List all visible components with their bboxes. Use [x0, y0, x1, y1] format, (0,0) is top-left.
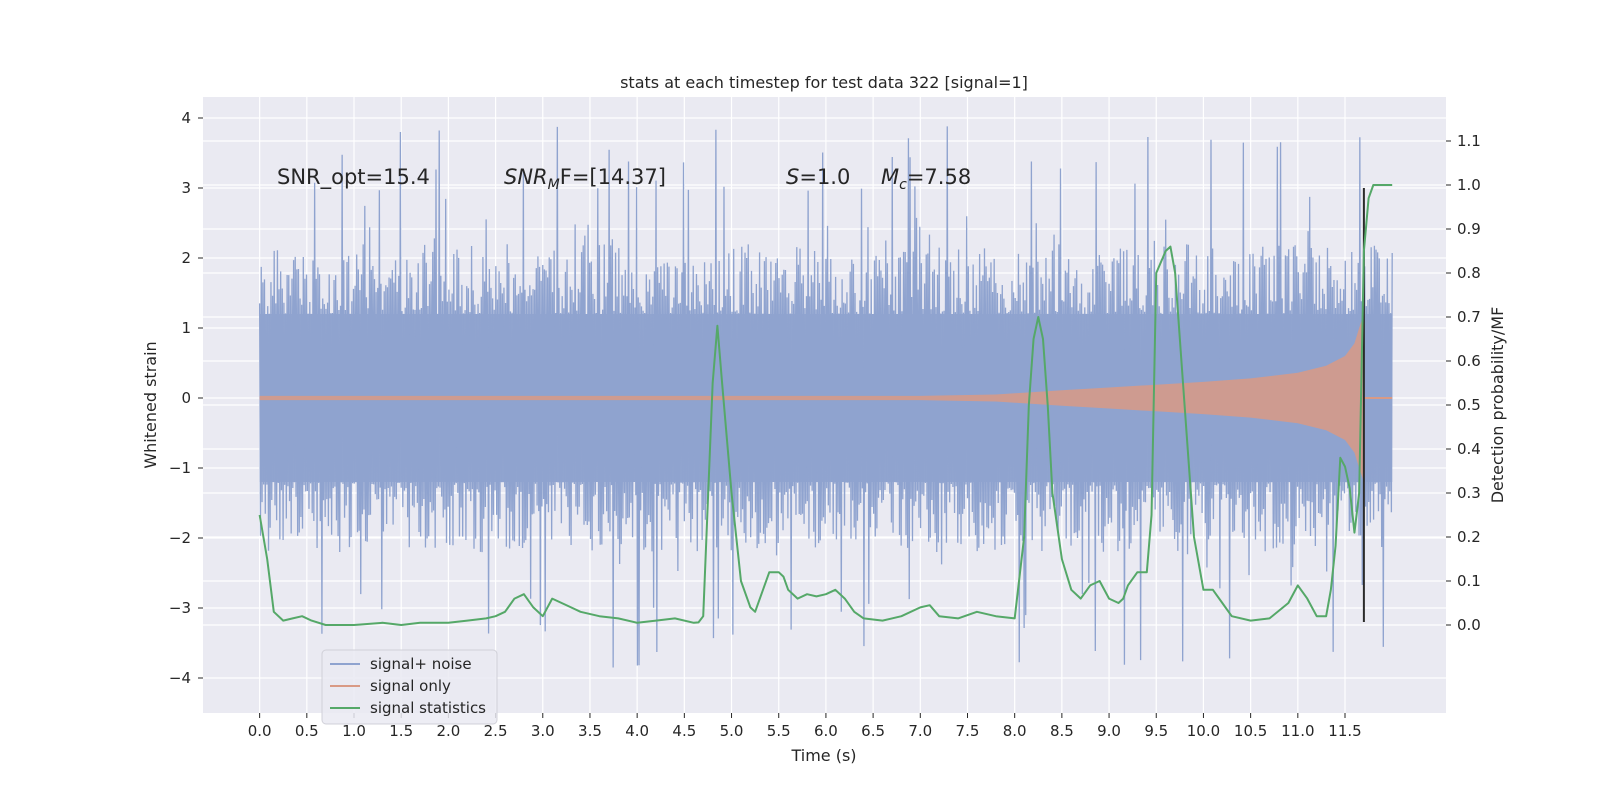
x-tick-label: 11.0 — [1281, 722, 1314, 740]
x-axis-label: Time (s) — [790, 746, 856, 765]
y-tick-label-left: −1 — [169, 459, 191, 477]
y-tick-label-right: 0.9 — [1457, 220, 1481, 238]
legend-label-signal-only: signal only — [370, 677, 451, 695]
x-tick-label: 5.0 — [720, 722, 744, 740]
x-tick-label: 2.0 — [436, 722, 460, 740]
series-signal-statistics — [258, 184, 1393, 626]
x-tick-label: 6.5 — [861, 722, 885, 740]
x-tick-label: 6.0 — [814, 722, 838, 740]
x-tick-label: 0.5 — [295, 722, 319, 740]
x-tick-label: 4.5 — [672, 722, 696, 740]
x-tick-label: 7.5 — [956, 722, 980, 740]
annotation-mc-sub: c — [899, 177, 907, 193]
y-axis-right: 0.0 0.1 0.2 0.3 0.4 0.5 0.6 0.7 0.8 0.9 1.0 1.1 — [1446, 132, 1481, 634]
x-tick-label: 4.0 — [625, 722, 649, 740]
plot-body — [258, 126, 1393, 668]
y-tick-label-left: −3 — [169, 599, 191, 617]
y-axis-left: −4 −3 −2 −1 0 1 2 3 4 — [169, 109, 203, 687]
annotation-mc-value: =7.58 — [907, 165, 971, 189]
annotation-snr-mf-sub: M — [548, 177, 560, 193]
y-tick-label-right: 0.5 — [1457, 396, 1481, 414]
y-tick-label-left: −2 — [169, 529, 191, 547]
y-tick-label-left: 0 — [181, 389, 191, 407]
annotation-snr-mf: SNRMF=[14.37] — [504, 165, 666, 193]
x-tick-label: 1.5 — [389, 722, 413, 740]
x-tick-label: 1.0 — [342, 722, 366, 740]
annotation-s-value: =1.0 — [799, 165, 850, 189]
y-tick-label-right: 0.4 — [1457, 440, 1481, 458]
x-tick-label: 10.0 — [1187, 722, 1220, 740]
y-tick-label-right: 0.3 — [1457, 484, 1481, 502]
annotation-s-symbol: S — [786, 165, 799, 189]
y-tick-label-left: 3 — [181, 179, 191, 197]
legend: signal+ noise signal only signal statist… — [321, 649, 498, 725]
y-tick-label-right: 0.0 — [1457, 616, 1481, 634]
y-tick-label-right: 0.8 — [1457, 264, 1481, 282]
x-tick-label: 8.0 — [1003, 722, 1027, 740]
y-tick-label-right: 0.7 — [1457, 308, 1481, 326]
series-signal-only — [259, 314, 1364, 482]
x-axis: 0.0 0.5 1.0 1.5 2.0 2.5 3.0 3.5 4.0 4.5 5.0 5.5 6.0 6… — [248, 713, 1362, 740]
x-tick-label: 3.0 — [531, 722, 555, 740]
series-signal-noise — [258, 126, 1393, 668]
y-tick-label-left: 4 — [181, 109, 191, 127]
y-tick-label-right: 0.2 — [1457, 528, 1481, 546]
y-tick-label-left: −4 — [169, 669, 191, 687]
annotation-s: S=1.0 — [786, 165, 850, 189]
x-tick-label: 10.5 — [1234, 722, 1267, 740]
y-tick-label-right: 0.1 — [1457, 572, 1481, 590]
y-tick-label-right: 1.1 — [1457, 132, 1481, 150]
x-tick-label: 2.5 — [484, 722, 508, 740]
annotation-snr-mf-main: SNR — [504, 165, 548, 189]
x-tick-label: 9.5 — [1144, 722, 1168, 740]
annotation-snr-opt: SNR_opt=15.4 — [277, 165, 430, 190]
x-tick-label: 8.5 — [1050, 722, 1074, 740]
x-tick-label: 7.0 — [908, 722, 932, 740]
x-tick-label: 5.5 — [767, 722, 791, 740]
annotation-snr-mf-rest: F=[14.37] — [560, 165, 666, 189]
legend-label-signal-noise: signal+ noise — [370, 655, 472, 673]
y-tick-label-left: 2 — [181, 249, 191, 267]
y-axis-label-right: Detection probability/MF — [1488, 307, 1507, 504]
annotation-mc-symbol: M — [881, 165, 899, 189]
y-tick-label-right: 1.0 — [1457, 176, 1481, 194]
x-tick-label: 3.5 — [578, 722, 602, 740]
chart-title: stats at each timestep for test data 322… — [620, 73, 1028, 92]
y-tick-label-left: 1 — [181, 319, 191, 337]
x-tick-label: 0.0 — [248, 722, 272, 740]
y-axis-label-left: Whitened strain — [141, 341, 160, 468]
legend-box — [321, 649, 498, 725]
x-tick-label: 11.5 — [1328, 722, 1361, 740]
y-tick-label-right: 0.6 — [1457, 352, 1481, 370]
annotation-mc: Mc=7.58 — [881, 165, 971, 193]
legend-label-signal-statistics: signal statistics — [370, 699, 486, 717]
x-tick-label: 9.0 — [1097, 722, 1121, 740]
